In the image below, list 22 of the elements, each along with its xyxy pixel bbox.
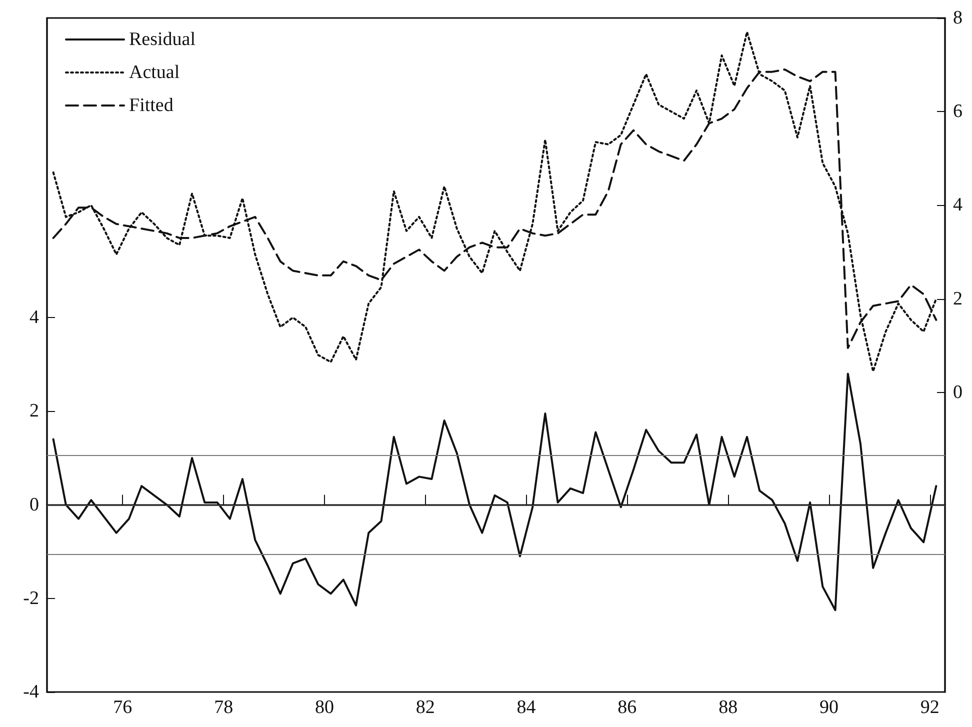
x-tick-label: 90 [819,697,838,718]
y2-tick-label: 8 [953,8,962,28]
y2-tick-label: 4 [953,194,963,216]
x-tick-label: 86 [618,697,637,718]
y2-tick-label: 6 [953,101,962,122]
y-tick-label: -4 [23,682,40,702]
legend-label: Actual [129,62,180,83]
y-tick-label: 2 [30,400,39,422]
x-tick-label: 92 [920,697,940,718]
x-tick-label: 80 [314,697,334,718]
x-tick-label: 84 [516,697,536,718]
x-tick-label: 82 [416,697,435,718]
y2-tick-label: 0 [953,382,962,403]
y-tick-label: 0 [30,494,39,516]
y-tick-label: 4 [30,307,40,328]
y2-tick-label: 2 [953,288,962,310]
x-tick-label: 88 [718,697,738,718]
legend-label: Fitted [129,95,174,116]
y-tick-label: -2 [23,588,39,609]
x-tick-label: 76 [113,697,132,718]
x-tick-label: 78 [214,697,234,718]
legend-label: Residual [129,29,196,50]
